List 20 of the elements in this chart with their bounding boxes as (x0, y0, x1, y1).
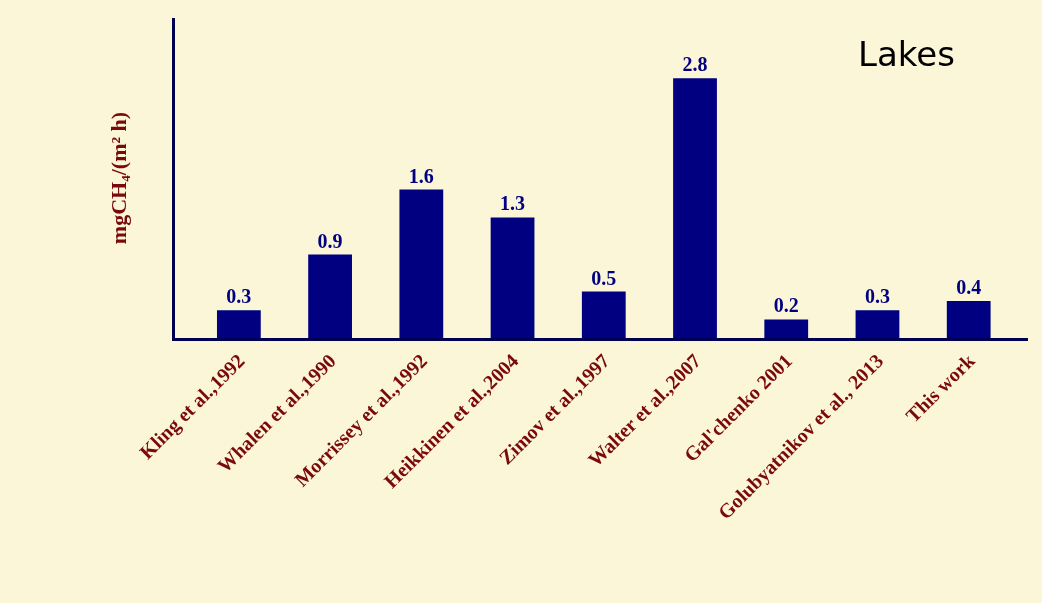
data-label: 0.4 (956, 275, 982, 298)
data-label: 0.9 (317, 229, 343, 252)
text: Lakes (858, 34, 955, 75)
bar (216, 310, 261, 338)
bar (764, 319, 809, 338)
data-label: 1.6 (408, 164, 434, 187)
bar (581, 291, 626, 338)
bar (399, 189, 444, 338)
data-label: 2.8 (682, 53, 708, 76)
data-label: 0.5 (591, 266, 617, 289)
data-label: 0.2 (773, 294, 799, 317)
y-axis-title: mgCH₄/(m² h) (105, 111, 131, 245)
data-label: 1.3 (500, 192, 526, 215)
bar (490, 217, 535, 338)
bar (308, 254, 352, 338)
data-label: 0.3 (226, 285, 252, 308)
bar (946, 300, 991, 338)
bar (673, 78, 717, 338)
data-label: 0.3 (864, 285, 890, 308)
bar (855, 310, 900, 338)
